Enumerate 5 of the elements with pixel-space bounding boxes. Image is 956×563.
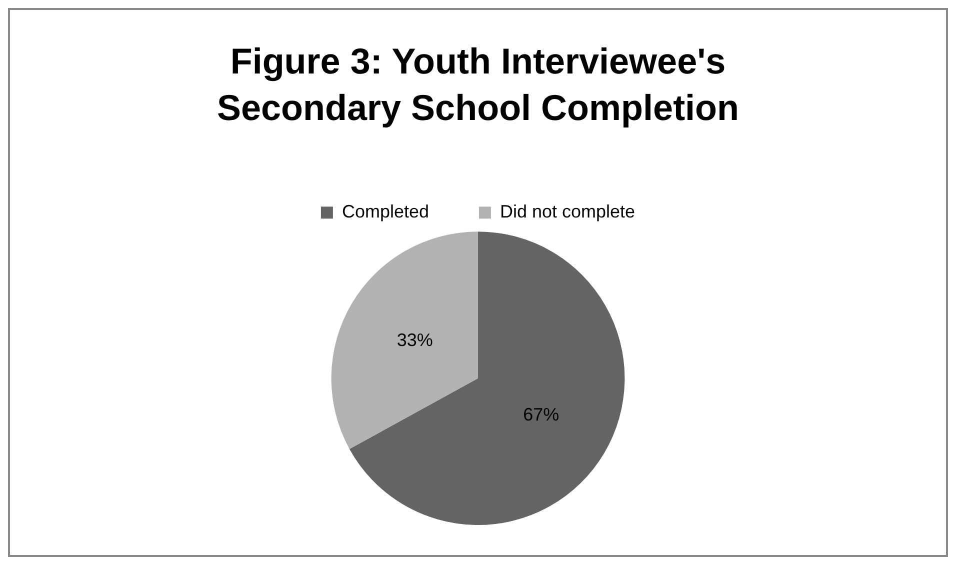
legend-label: Did not complete bbox=[500, 202, 636, 222]
data-label: 67% bbox=[523, 404, 560, 425]
legend-label: Completed bbox=[342, 202, 429, 222]
data-label: 33% bbox=[396, 330, 433, 350]
chart-title: Figure 3: Youth Interviewee's Secondary School Completion bbox=[216, 40, 740, 128]
